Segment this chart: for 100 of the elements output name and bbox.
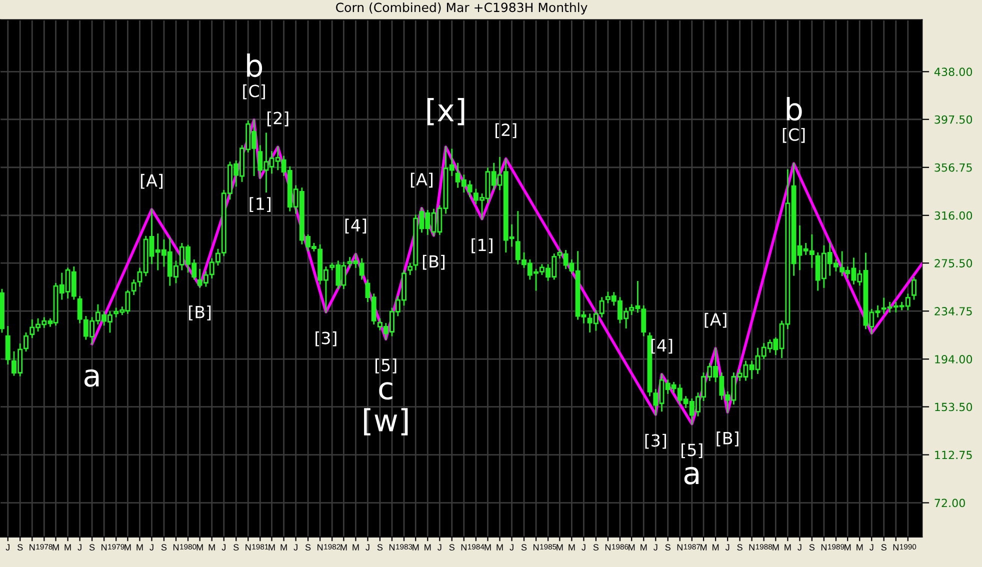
x-tick-label: J	[222, 544, 226, 551]
x-tick-label: S	[809, 544, 815, 551]
x-tick-label: M	[136, 544, 143, 550]
x-tick-label: N	[893, 544, 898, 550]
x-tick-label: M	[628, 544, 635, 550]
x-tick-label: N	[461, 544, 466, 550]
x-tick-label: M	[196, 544, 203, 550]
annotation: [2]	[268, 111, 288, 126]
annotation: a	[684, 466, 699, 484]
x-tick-label: J	[510, 544, 514, 551]
annotation: c	[379, 382, 392, 400]
candlestick	[912, 277, 916, 300]
x-tick-label: S	[89, 544, 95, 551]
x-tick-label: N	[389, 544, 394, 550]
annotation: b	[786, 97, 802, 121]
x-tick-label: M	[712, 544, 719, 550]
y-tick-label: 234.75	[934, 307, 972, 316]
x-tick-label: N	[173, 544, 179, 550]
x-tick-label: S	[521, 544, 527, 551]
x-tick-label: N	[677, 544, 682, 550]
candlestick	[5, 326, 10, 364]
annotation: [A]	[140, 174, 163, 189]
x-tick-label: M	[700, 544, 707, 550]
x-tick-label: S	[665, 544, 670, 551]
x-tick-label: J	[6, 544, 10, 551]
x-tick-label: S	[161, 544, 167, 551]
x-tick-label: S	[233, 544, 239, 551]
x-tick-label: M	[340, 544, 347, 550]
x-tick-label: M	[208, 544, 215, 550]
x-tick-label: M	[52, 544, 59, 550]
x-tick-label: S	[881, 544, 886, 551]
x-tick-label: M	[280, 544, 287, 550]
x-tick-label: N	[749, 544, 754, 550]
x-tick-label: N	[102, 544, 107, 550]
annotation: [1]	[250, 197, 271, 212]
x-tick-label: M	[772, 544, 779, 550]
candlestick	[131, 279, 136, 295]
annotation: [w]	[364, 408, 408, 436]
x-tick-label: J	[582, 544, 586, 551]
annotation: [3]	[316, 331, 336, 346]
candlestick	[408, 262, 413, 275]
x-tick-label: J	[725, 544, 730, 551]
annotation: b	[247, 53, 262, 78]
y-tick-label: 194.00	[935, 355, 972, 364]
x-tick-label: M	[556, 544, 563, 550]
x-tick-label: M	[856, 544, 863, 550]
x-tick-label: N	[605, 544, 610, 550]
annotation: [2]	[496, 123, 516, 138]
y-tick-label: 72.00	[934, 498, 965, 508]
x-tick-label: J	[870, 544, 874, 551]
annotation: [5]	[375, 358, 396, 374]
x-tick-label: M	[424, 544, 431, 550]
annotation: [3]	[645, 434, 666, 449]
x-tick-label: M	[124, 544, 131, 550]
annotation: [B]	[422, 254, 445, 270]
y-tick-label: 275.50	[934, 259, 972, 268]
candlestick	[77, 296, 82, 324]
x-tick-label: M	[412, 544, 419, 550]
x-tick-label: J	[366, 544, 370, 551]
y-tick-label: 153.50	[935, 402, 972, 412]
x-tick-label: S	[18, 544, 23, 551]
annotation: a	[84, 369, 99, 387]
x-tick-label: S	[305, 544, 311, 551]
x-tick-label: M	[352, 544, 359, 550]
annotation: [B]	[189, 306, 211, 320]
annotation: [A]	[704, 312, 726, 328]
x-tick-label: S	[449, 544, 454, 551]
x-tick-label: N	[318, 544, 323, 550]
x-tick-label: S	[377, 544, 383, 551]
x-tick-label: M	[496, 544, 503, 550]
x-tick-label: M	[484, 544, 491, 550]
x-tick-label: N	[821, 544, 826, 550]
x-tick-label: M	[64, 544, 71, 550]
annotation: [A]	[410, 172, 433, 188]
y-tick-label: 112.75	[935, 450, 972, 460]
x-tick-label: M	[268, 544, 275, 550]
annotation: [C]	[782, 128, 805, 143]
annotation: [x]	[427, 98, 464, 126]
annotation: [1]	[472, 238, 492, 254]
x-tick-label: N	[30, 544, 35, 550]
annotation: [4]	[345, 218, 366, 234]
y-tick-label: 397.50	[934, 115, 972, 124]
y-tick-label: 316.00	[934, 211, 972, 220]
x-tick-label: M	[640, 544, 647, 550]
x-tick-label: J	[798, 544, 802, 551]
x-tick-label: M	[784, 544, 791, 550]
x-tick-label: S	[593, 544, 599, 551]
x-tick-label: N	[246, 544, 251, 550]
x-tick-label: M	[568, 544, 575, 550]
annotation: [B]	[716, 432, 738, 446]
x-tick-label: J	[654, 544, 658, 551]
x-tick-label: M	[844, 544, 851, 550]
x-tick-label: S	[737, 544, 742, 551]
chart-title: Corn (Combined) Mar +C1983H Monthly	[336, 2, 588, 15]
y-tick-label: 438.00	[934, 68, 972, 76]
x-tick-label: J	[78, 544, 82, 551]
x-tick-label: J	[438, 544, 442, 551]
annotation: [C]	[243, 84, 265, 100]
y-tick-label: 356.75	[934, 163, 972, 172]
x-tick-label: J	[294, 544, 298, 551]
